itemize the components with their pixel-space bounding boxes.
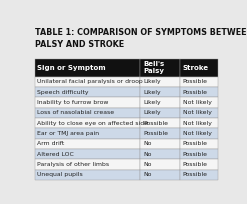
Bar [140, 149, 180, 159]
Text: Unilateral facial paralysis or droop: Unilateral facial paralysis or droop [37, 79, 143, 84]
Text: Possible: Possible [183, 79, 207, 84]
Text: Not likely: Not likely [183, 131, 211, 136]
Bar [140, 77, 180, 87]
Bar [140, 118, 180, 128]
Text: Possible: Possible [143, 131, 168, 136]
Bar [140, 170, 180, 180]
Bar [35, 159, 140, 170]
Bar [35, 98, 140, 108]
Bar [180, 159, 219, 170]
Bar [35, 108, 140, 118]
Bar [180, 108, 219, 118]
Text: Loss of nasolabial crease: Loss of nasolabial crease [37, 110, 115, 115]
Text: Sign or Symptom: Sign or Symptom [37, 65, 106, 71]
Bar [140, 59, 180, 77]
Bar [35, 87, 140, 98]
Text: TABLE 1: COMPARISON OF SYMPTOMS BETWEEN BELL'S
PALSY AND STROKE: TABLE 1: COMPARISON OF SYMPTOMS BETWEEN … [35, 28, 247, 49]
Bar [35, 77, 140, 87]
Text: Likely: Likely [143, 100, 161, 105]
Text: Possible: Possible [183, 162, 207, 167]
Text: No: No [143, 172, 151, 177]
Bar [35, 27, 219, 58]
Bar [140, 98, 180, 108]
Text: Not likely: Not likely [183, 100, 211, 105]
Bar [180, 77, 219, 87]
Bar [180, 139, 219, 149]
Bar [180, 149, 219, 159]
Bar [180, 118, 219, 128]
Bar [140, 128, 180, 139]
Text: Inability to furrow brow: Inability to furrow brow [37, 100, 109, 105]
Bar [140, 87, 180, 98]
Text: Altered LOC: Altered LOC [37, 152, 74, 157]
Bar [35, 170, 140, 180]
Text: Ability to close eye on affected side: Ability to close eye on affected side [37, 121, 148, 126]
Text: Likely: Likely [143, 110, 161, 115]
Text: Not likely: Not likely [183, 110, 211, 115]
Bar [140, 159, 180, 170]
Text: Possible: Possible [183, 152, 207, 157]
Text: Not likely: Not likely [183, 121, 211, 126]
Bar [180, 98, 219, 108]
Text: Paralysis of other limbs: Paralysis of other limbs [37, 162, 109, 167]
Text: Likely: Likely [143, 79, 161, 84]
Text: No: No [143, 152, 151, 157]
Bar [35, 139, 140, 149]
Text: Arm drift: Arm drift [37, 141, 65, 146]
Bar [140, 139, 180, 149]
Text: Unequal pupils: Unequal pupils [37, 172, 83, 177]
Text: Speech difficulty: Speech difficulty [37, 90, 89, 95]
Text: Possible: Possible [143, 121, 168, 126]
Bar [35, 149, 140, 159]
Bar [180, 170, 219, 180]
Text: Stroke: Stroke [183, 65, 209, 71]
Bar [180, 87, 219, 98]
Bar [180, 128, 219, 139]
Bar [140, 108, 180, 118]
Text: No: No [143, 141, 151, 146]
Text: Likely: Likely [143, 90, 161, 95]
Text: Bell's
Palsy: Bell's Palsy [143, 61, 164, 74]
Text: No: No [143, 162, 151, 167]
Bar [180, 59, 219, 77]
Text: Possible: Possible [183, 172, 207, 177]
Text: Possible: Possible [183, 90, 207, 95]
Bar [35, 128, 140, 139]
Text: Possible: Possible [183, 141, 207, 146]
Bar [35, 59, 140, 77]
Bar [35, 118, 140, 128]
Text: Ear or TMJ area pain: Ear or TMJ area pain [37, 131, 100, 136]
